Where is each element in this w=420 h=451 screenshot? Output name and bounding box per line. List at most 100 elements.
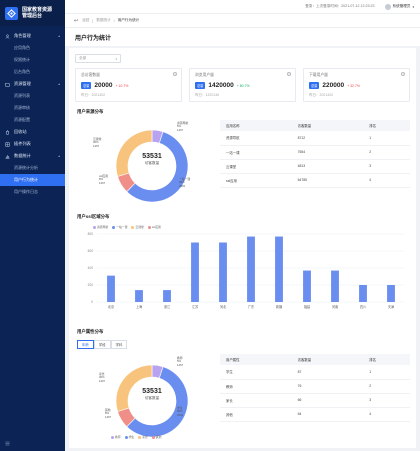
region-bar-chart: 0 200 400 600 800 北京 上海 浙江 江苏 河北 广东 新疆 福建 河南 四川 天津 <box>88 232 405 309</box>
pie-label-name: 学生 <box>177 406 183 410</box>
sidebar-group-label: 回收站 <box>14 129 27 134</box>
pie-label-name: 家长 <box>99 372 105 376</box>
bar[interactable] <box>219 242 227 303</box>
legend-item[interactable]: 其他 <box>151 435 161 439</box>
bar[interactable] <box>275 236 283 302</box>
legend-item[interactable]: 教师 <box>111 435 121 439</box>
pie-label: 学生 58% 2981 <box>177 406 183 417</box>
bar[interactable] <box>387 285 395 302</box>
attr-tab[interactable]: 学科 <box>110 340 128 349</box>
back-arrow-icon[interactable]: ↩ <box>74 17 79 24</box>
user-menu[interactable]: 系统管理员 ▾ <box>384 3 414 10</box>
breadcrumb-item-stats[interactable]: 数据统计 <box>96 18 111 22</box>
legend-item[interactable]: 资源导航 <box>93 225 108 229</box>
stat-label: 下载用户量 <box>309 73 328 77</box>
pie-label-pct: 8% <box>105 411 110 416</box>
legend-label: 学生 <box>128 435 135 439</box>
breadcrumb-separator: / <box>113 18 115 23</box>
y-tick-label: 800 <box>88 232 94 236</box>
source-total-label: 访客数量 <box>144 161 160 165</box>
sidebar-item[interactable]: 用户操作日志 <box>14 189 38 194</box>
stat-change: + 32.7% <box>347 83 361 88</box>
table-cell: 1 <box>363 131 410 146</box>
table-header: 应用名称 <box>220 120 292 131</box>
sidebar-item[interactable]: 用户行为统计 <box>0 174 65 186</box>
stat-label: 浏览用户量 <box>195 73 214 77</box>
x-tick-label: 北京 <box>108 304 114 309</box>
stat-card: i 总访客数量 总量 20000 + 10.7% 昨日：2021402 <box>75 68 182 102</box>
stat-tag: 总量 <box>309 82 320 89</box>
back-link[interactable]: 返回 <box>82 18 90 22</box>
page-title: 用户行为统计 <box>65 28 420 46</box>
legend-item[interactable]: 家长 <box>138 435 148 439</box>
chevron-up-icon: ▴ <box>58 154 60 158</box>
source-title: 用户来源分布 <box>77 109 104 114</box>
table-cell: 家长 <box>220 393 292 408</box>
bar[interactable] <box>359 285 367 302</box>
chevron-down-icon: ▾ <box>115 56 117 61</box>
sidebar-group-label: 角色管理 <box>14 33 31 38</box>
y-tick-label: 600 <box>88 249 94 253</box>
sidebar-group-chart[interactable]: 数据统计 ▴ <box>0 150 65 162</box>
stat-previous: 昨日：1220146 <box>195 93 220 97</box>
table-cell: 3 <box>363 159 410 174</box>
attr-tab[interactable]: 年龄 <box>77 340 94 349</box>
brand: 国家教育资源 管理后台 <box>0 0 65 26</box>
bar[interactable] <box>303 270 311 302</box>
legend-item[interactable]: 云课堂 <box>131 225 144 229</box>
table-cell: 8712 <box>291 131 364 146</box>
legend-label: 云课堂 <box>135 225 144 229</box>
table-cell: 4 <box>363 173 410 188</box>
stat-value-row: 总量 220000 + 32.7% <box>309 82 404 89</box>
attr-pie-slice[interactable] <box>115 364 153 412</box>
sidebar-group-trash[interactable]: 回收站 <box>0 126 65 138</box>
info-icon[interactable]: i <box>287 72 291 76</box>
attr-donut-center: 53531 访客数量 <box>132 388 172 401</box>
stat-value: 20000 <box>94 82 113 89</box>
legend-item[interactable]: 一站一课 <box>112 225 127 229</box>
logo-icon <box>5 6 18 20</box>
sidebar-group-puzzle[interactable]: 插件列表 <box>0 138 65 150</box>
bar[interactable] <box>135 290 143 302</box>
bar[interactable] <box>247 236 255 302</box>
bar[interactable] <box>163 290 171 302</box>
legend-swatch <box>138 435 142 439</box>
stat-change: + 80.7% <box>236 83 250 88</box>
attr-tab[interactable]: 学段 <box>93 340 111 349</box>
sidebar-item[interactable]: 权限统计 <box>14 57 30 62</box>
table-row: 云课堂 4813 3 <box>220 159 410 174</box>
legend-item[interactable]: 学生 <box>124 435 135 439</box>
sidebar-item[interactable]: 资源审核 <box>14 105 30 110</box>
filter-select[interactable]: 全部 ▾ <box>75 54 121 63</box>
menu-collapse-icon[interactable] <box>5 441 10 446</box>
sidebar-item[interactable]: 应用角色 <box>14 45 30 50</box>
stat-change: + 10.7% <box>115 83 129 88</box>
x-tick-label: 新疆 <box>276 304 283 309</box>
sidebar-item[interactable]: 资源配置 <box>14 117 30 122</box>
legend-swatch <box>151 435 155 439</box>
table-cell: 64 <box>291 407 364 422</box>
legend-label: 教师 <box>115 435 121 439</box>
region-title: 用户ssl区域分布 <box>77 214 110 219</box>
attr-legend: 教师 学生 家长 其他 <box>111 435 165 439</box>
bar[interactable] <box>107 275 115 302</box>
bar[interactable] <box>191 242 199 303</box>
sidebar-item[interactable]: 后台角色 <box>14 69 30 74</box>
sidebar-item[interactable]: 资源统计分析 <box>14 165 38 170</box>
sidebar-group-folder[interactable]: 资源管理 ▴ <box>0 78 65 90</box>
info-icon[interactable]: i <box>173 72 177 76</box>
sidebar-item[interactable]: 资源列表 <box>14 93 30 98</box>
table-cell: 76 <box>291 379 364 394</box>
x-tick-label: 福建 <box>304 304 311 309</box>
legend-swatch <box>93 225 96 229</box>
table-header-row: 应用名称 访客数量 排名 <box>220 120 410 131</box>
table-cell: ssl应用 <box>220 173 292 188</box>
sidebar-group-user[interactable]: 角色管理 ▴ <box>0 30 65 42</box>
legend-label: 家长 <box>142 435 148 439</box>
info-icon[interactable]: i <box>401 72 405 76</box>
source-pie-slice[interactable] <box>115 129 153 177</box>
legend-item[interactable]: ssl应用 <box>147 225 161 229</box>
user-name: 系统管理员 <box>392 4 411 8</box>
sidebar-group-label: 数据统计 <box>14 153 31 158</box>
bar[interactable] <box>331 270 339 302</box>
